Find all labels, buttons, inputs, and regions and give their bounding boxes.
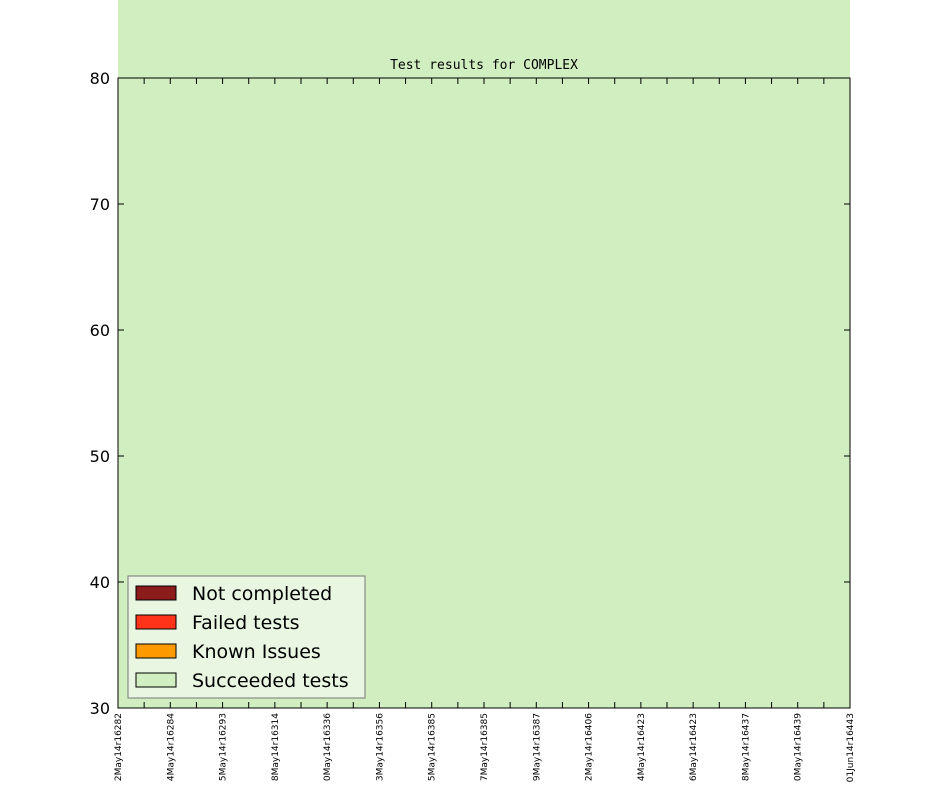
x-tick-label: 6May14r16423 bbox=[689, 713, 699, 781]
x-tick-label: 0May14r16439 bbox=[794, 713, 804, 781]
axis-ticks: 30 40 50 60 70 80 2May14r16282 4May14r16284 5May… bbox=[90, 69, 856, 782]
area-succeeded-tests bbox=[118, 0, 850, 708]
y-tick-label: 80 bbox=[90, 69, 110, 88]
legend-label: Not completed bbox=[192, 583, 332, 605]
x-tick-label: 3May14r16356 bbox=[375, 713, 385, 781]
y-tick-label: 40 bbox=[90, 573, 110, 592]
legend: Not completed Failed tests Known Issues Suc… bbox=[127, 575, 366, 699]
legend-swatch bbox=[135, 585, 177, 601]
y-tick-label: 60 bbox=[90, 321, 110, 340]
x-tick-label: 4May14r16423 bbox=[637, 713, 647, 781]
x-tick-label: 2May14r16282 bbox=[114, 713, 124, 781]
x-tick-label: 01Jun14r16443 bbox=[846, 713, 856, 782]
y-tick-label: 30 bbox=[90, 699, 110, 718]
legend-swatch bbox=[135, 614, 177, 630]
x-tick-label: 8May14r16314 bbox=[271, 713, 281, 781]
y-tick-label: 70 bbox=[90, 195, 110, 214]
y-tick-label: 50 bbox=[90, 447, 110, 466]
legend-swatch bbox=[135, 672, 177, 688]
x-tick-label: 4May14r16284 bbox=[166, 713, 176, 781]
x-tick-label: 5May14r16293 bbox=[219, 713, 229, 781]
legend-label: Known Issues bbox=[192, 641, 321, 663]
legend-label: Failed tests bbox=[192, 612, 300, 634]
legend-swatch bbox=[135, 643, 177, 659]
x-tick-label: 2May14r16406 bbox=[585, 713, 595, 781]
x-tick-label: 5May14r16385 bbox=[428, 713, 438, 781]
legend-label: Succeeded tests bbox=[192, 670, 349, 692]
x-tick-label: 9May14r16387 bbox=[532, 713, 542, 781]
area-series-group bbox=[118, 0, 850, 708]
x-tick-label: 0May14r16336 bbox=[323, 713, 333, 781]
x-tick-label: 8May14r16437 bbox=[741, 713, 751, 781]
chart-title: Test results for COMPLEX bbox=[390, 58, 578, 73]
x-tick-label: 7May14r16385 bbox=[480, 713, 490, 781]
